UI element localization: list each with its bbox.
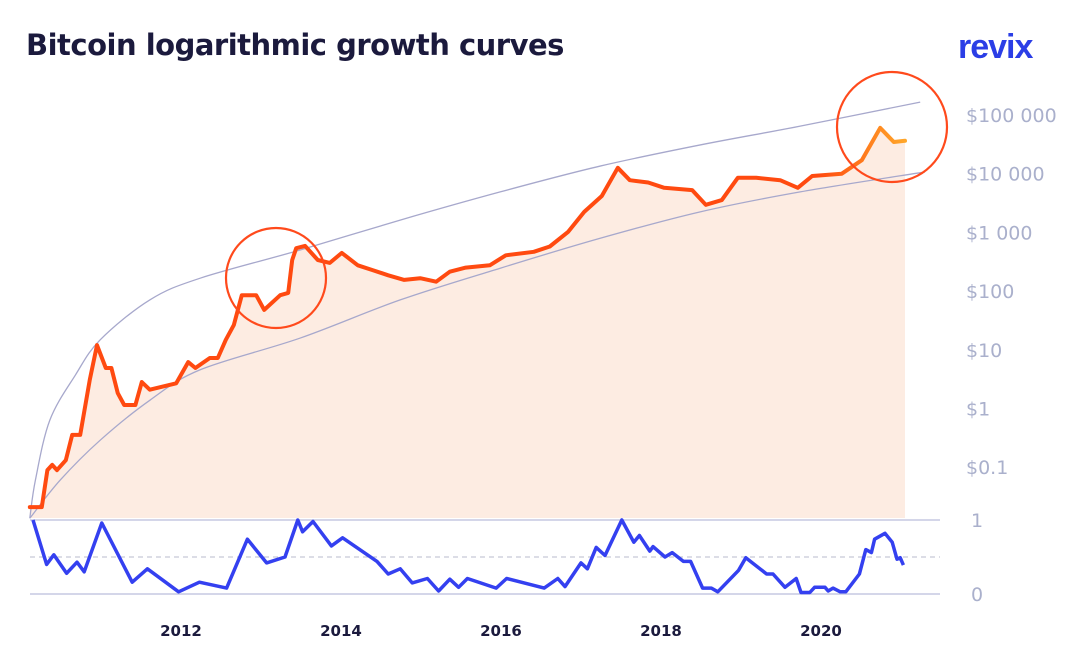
x-tick-label: 2018 — [640, 622, 682, 640]
x-tick-label: 2012 — [160, 622, 202, 640]
y-tick-label: $1 — [966, 399, 990, 421]
price-area-fill — [29, 127, 906, 519]
chart-title: Bitcoin logarithmic growth curves — [26, 28, 564, 62]
upper-growth-curve — [29, 101, 921, 519]
revix-logo: revix — [958, 28, 1033, 66]
y-tick-label: $1 000 — [966, 222, 1032, 244]
y-tick-label: $10 — [966, 340, 1002, 362]
y-tick-label: $10 000 — [966, 164, 1045, 186]
oscillator-line — [31, 518, 906, 595]
y-tick-label: $100 — [966, 281, 1014, 303]
oscillator-tick-label: 1 — [971, 510, 983, 532]
lower-growth-curve — [29, 171, 926, 519]
x-tick-label: 2020 — [800, 622, 842, 640]
highlight-circle-2013 — [224, 226, 328, 330]
x-tick-label: 2016 — [480, 622, 522, 640]
y-tick-label: $100 000 — [966, 105, 1057, 127]
highlight-circle-2021 — [835, 70, 949, 184]
oscillator-tick-label: 0 — [971, 584, 983, 606]
x-tick-label: 2014 — [320, 622, 362, 640]
price-line — [27, 125, 907, 510]
y-tick-label: $0.1 — [966, 457, 1008, 479]
